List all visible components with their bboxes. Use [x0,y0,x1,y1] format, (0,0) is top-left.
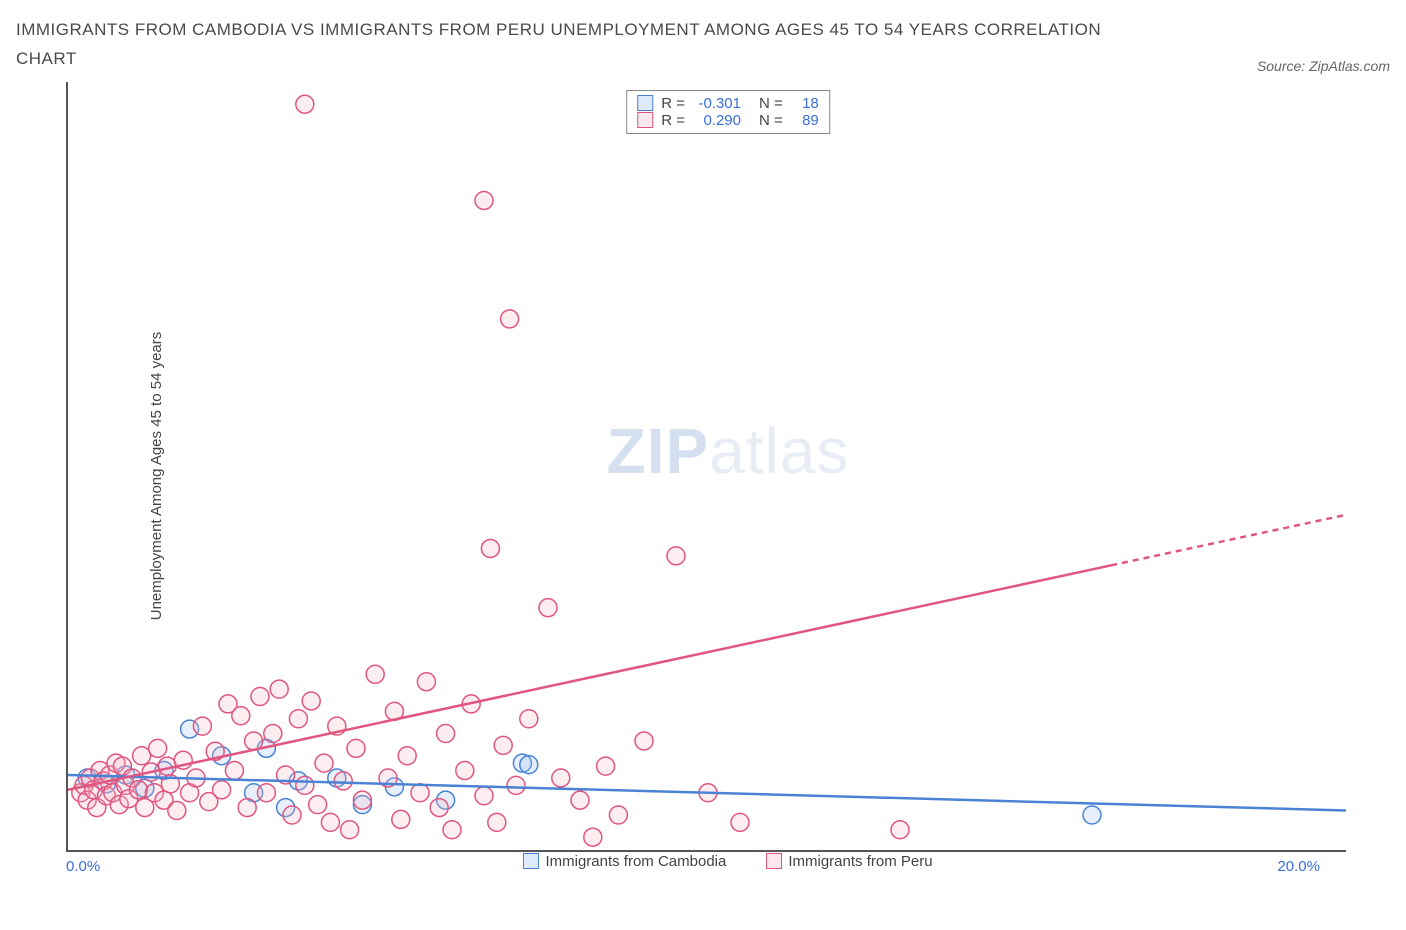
data-point [475,787,493,805]
stat-r-label: R = [661,112,685,129]
chart-container: Unemployment Among Ages 45 to 54 years Z… [16,82,1390,870]
plot-area: ZIPatlas R =-0.301N =18R =0.290N =89 12.… [66,82,1390,852]
data-point [302,692,320,710]
legend-swatch [637,95,653,111]
legend-label: Immigrants from Cambodia [545,853,726,870]
data-point [133,747,151,765]
stat-n-value: 89 [791,112,819,129]
data-point [539,598,557,616]
legend: Immigrants from Cambodia Immigrants from … [66,853,1390,870]
data-point [193,717,211,735]
data-point [283,806,301,824]
data-point [501,310,519,328]
stat-n-label: N = [759,95,783,112]
data-point [264,724,282,742]
stat-row: R = -0.301 N = 18 [637,95,819,112]
data-point [257,784,275,802]
data-point [411,784,429,802]
legend-label: Immigrants from Peru [788,853,932,870]
data-point [238,798,256,816]
data-point [456,761,474,779]
data-point [341,821,359,839]
data-point [417,672,435,690]
data-point [597,757,615,775]
data-point [149,739,167,757]
data-point [667,547,685,565]
chart-title: IMMIGRANTS FROM CAMBODIA VS IMMIGRANTS F… [16,16,1116,74]
x-min-label: 0.0% [66,858,100,875]
data-point [315,754,333,772]
data-point [334,772,352,790]
data-point [251,687,269,705]
data-point [731,813,749,831]
data-point [168,801,186,819]
data-point [520,755,538,773]
data-point [321,813,339,831]
data-point [609,806,627,824]
data-point [296,776,314,794]
data-point [571,791,589,809]
data-point [488,813,506,831]
data-point [443,821,461,839]
data-point [507,776,525,794]
stat-row: R = 0.290 N = 89 [637,112,819,129]
data-point [475,191,493,209]
data-point [437,724,455,742]
data-point [481,539,499,557]
legend-swatch [637,112,653,128]
data-point [232,707,250,725]
data-point [347,739,365,757]
data-point [289,710,307,728]
data-point [430,798,448,816]
correlation-stats-box: R = -0.301 N = 18 R = 0.290 N = 89 [626,90,830,134]
stat-r-label: R = [661,95,685,112]
legend-item: Immigrants from Peru [766,853,932,870]
data-point [353,791,371,809]
data-point [366,665,384,683]
x-max-label: 20.0% [1277,858,1320,875]
data-point [296,95,314,113]
data-point [635,732,653,750]
data-point [129,781,147,799]
data-point [213,781,231,799]
stat-r-value: -0.301 [693,95,741,112]
data-point [584,828,602,846]
data-point [552,769,570,787]
legend-swatch [523,853,539,869]
data-point [891,821,909,839]
data-point [520,710,538,728]
data-point [309,795,327,813]
stat-n-label: N = [759,112,783,129]
source-label: Source: ZipAtlas.com [1257,58,1390,74]
data-point [392,810,410,828]
data-point [270,680,288,698]
data-point [225,761,243,779]
data-point [1083,806,1101,824]
legend-item: Immigrants from Cambodia [523,853,726,870]
stat-n-value: 18 [791,95,819,112]
data-point [494,736,512,754]
stat-r-value: 0.290 [693,112,741,129]
scatter-plot-svg [66,82,1346,852]
legend-swatch [766,853,782,869]
data-point [398,747,416,765]
